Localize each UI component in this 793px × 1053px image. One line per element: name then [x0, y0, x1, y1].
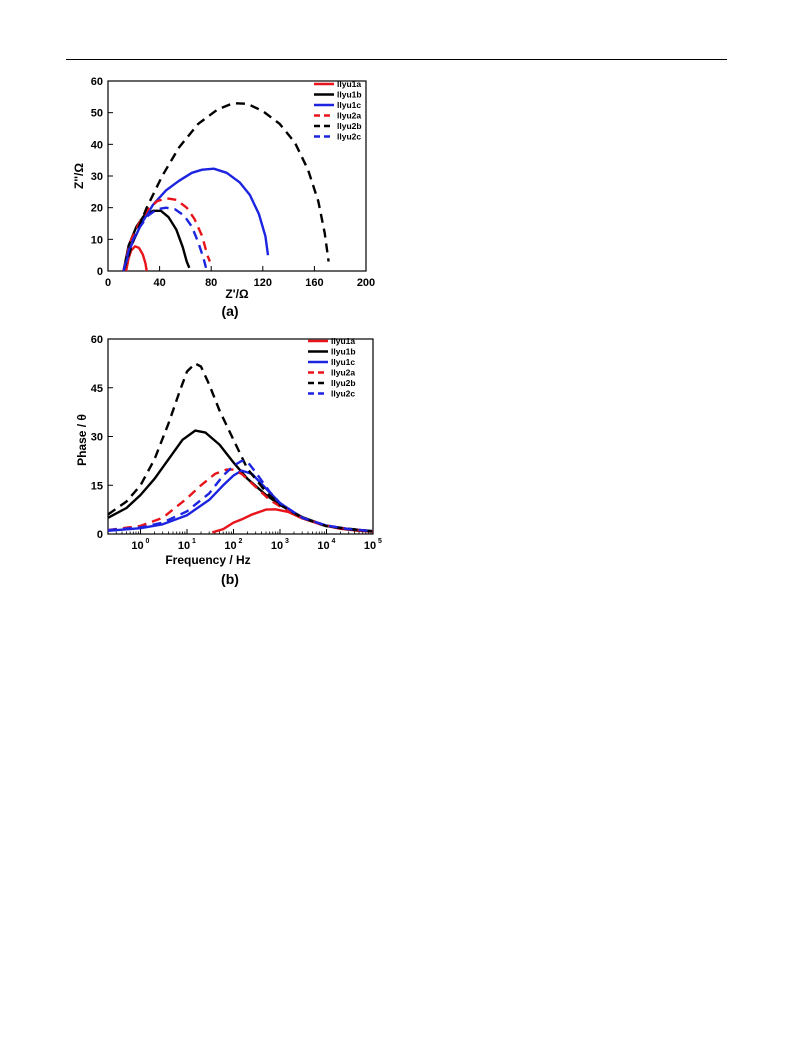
- legend-label-llyu1c: llyu1c: [337, 100, 361, 110]
- panel-label: (b): [221, 571, 239, 587]
- x-axis-label: Z'/Ω: [225, 287, 249, 301]
- x-tick-exponent: 0: [146, 538, 150, 545]
- legend-label-llyu2c: llyu2c: [337, 132, 361, 142]
- legend-label-llyu1b: llyu1b: [337, 90, 362, 100]
- x-tick-label: 10: [178, 540, 190, 552]
- x-tick-label: 10: [131, 540, 143, 552]
- y-tick-label: 30: [91, 171, 103, 183]
- panel-label: (a): [221, 303, 238, 319]
- series-line-llyu2a: [107, 468, 374, 533]
- y-tick-label: 50: [91, 108, 103, 120]
- legend-label-llyu2a: llyu2a: [331, 368, 355, 378]
- y-tick-label: 10: [91, 234, 103, 246]
- y-tick-label: 40: [91, 139, 103, 151]
- legend-label-llyu2b: llyu2b: [337, 121, 362, 131]
- legend-label-llyu1b: llyu1b: [331, 347, 356, 357]
- y-tick-label: 0: [97, 529, 103, 541]
- x-tick-exponent: 3: [285, 538, 289, 545]
- header-rule: [66, 59, 727, 60]
- y-tick-label: 30: [91, 432, 103, 444]
- legend-label-llyu2b: llyu2b: [331, 378, 356, 388]
- series-line-llyu2c: [107, 459, 374, 533]
- y-tick-label: 45: [91, 383, 103, 395]
- x-tick-label: 40: [153, 277, 165, 289]
- series-line-llyu1c: [122, 167, 270, 272]
- series-line-llyu2a: [122, 197, 212, 272]
- y-tick-label: 60: [91, 76, 103, 88]
- x-tick-label: 10: [317, 540, 329, 552]
- x-tick-label: 120: [254, 277, 272, 289]
- y-tick-label: 60: [91, 334, 103, 346]
- x-tick-label: 160: [305, 277, 323, 289]
- series-line-llyu2b: [122, 102, 330, 272]
- series-line-llyu1c: [107, 469, 374, 533]
- legend-label-llyu2c: llyu2c: [331, 389, 355, 399]
- legend-label-llyu1a: llyu1a: [331, 336, 355, 346]
- legend-label-llyu1c: llyu1c: [331, 357, 355, 367]
- x-tick-exponent: 4: [332, 538, 336, 545]
- x-tick-label: 10: [271, 540, 283, 552]
- series-line-llyu2b: [107, 362, 374, 533]
- x-tick-exponent: 1: [192, 538, 196, 545]
- x-tick-exponent: 5: [378, 538, 382, 545]
- y-tick-label: 15: [91, 480, 103, 492]
- series-line-llyu2c: [122, 206, 208, 272]
- x-axis-label: Frequency / Hz: [165, 553, 250, 567]
- legend-label-llyu2a: llyu2a: [337, 111, 361, 121]
- y-tick-label: 20: [91, 203, 103, 215]
- y-axis-label: Z''/Ω: [72, 163, 86, 189]
- x-tick-label: 80: [205, 277, 217, 289]
- y-tick-label: 0: [97, 266, 103, 278]
- x-tick-label: 200: [357, 277, 375, 289]
- series-line-llyu1b: [107, 429, 374, 533]
- x-tick-label: 0: [105, 277, 111, 289]
- legend-label-llyu1a: llyu1a: [337, 79, 361, 89]
- plot-frame: [107, 80, 367, 272]
- y-axis-label: Phase / θ: [75, 414, 89, 466]
- series-line-llyu1b: [122, 209, 191, 272]
- x-tick-exponent: 2: [239, 538, 243, 545]
- x-tick-label: 10: [224, 540, 236, 552]
- x-tick-label: 10: [364, 540, 376, 552]
